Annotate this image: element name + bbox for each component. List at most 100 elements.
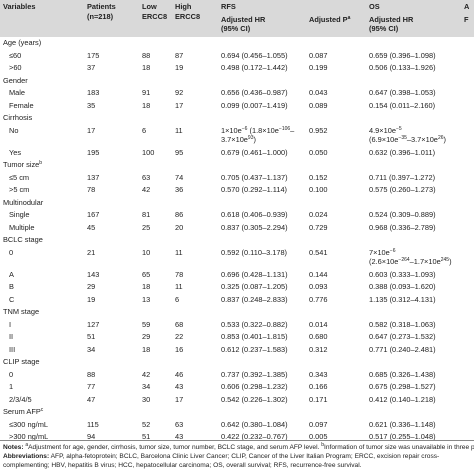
cell: 0.050 xyxy=(309,147,328,157)
cell: 143 xyxy=(87,269,100,279)
row-label: No xyxy=(9,125,19,135)
cell: 46 xyxy=(175,369,184,379)
cell xyxy=(461,293,474,305)
cell xyxy=(461,184,474,196)
text: CLIP stage xyxy=(3,357,40,367)
cell: 34 xyxy=(142,382,151,392)
text: BCLC stage xyxy=(3,235,43,245)
cell xyxy=(461,318,474,330)
row-label: 1 xyxy=(9,382,14,392)
superscript: b xyxy=(321,442,324,448)
cell: 17 xyxy=(175,100,184,110)
table-body: Age (years) ≤60 175 88 87 0.694 (0.456–1.055)… xyxy=(0,37,474,443)
cell: 52 xyxy=(142,419,151,429)
text: Adjusted P xyxy=(309,14,348,24)
row-label: Female xyxy=(9,100,34,110)
data-row: ≤5 cm 137 63 74 0.705 (0.437–1.137) 0.152 0.71… xyxy=(0,171,474,183)
text: Multinodular xyxy=(3,197,44,207)
cell: 20 xyxy=(175,222,184,232)
superscript: b xyxy=(39,160,43,167)
text: Gender xyxy=(3,75,28,85)
text: Adjustment for age, gender, cirrhosis, t… xyxy=(28,444,322,451)
line: ERCC8 xyxy=(142,11,168,21)
cell: 94 xyxy=(87,432,96,441)
data-row: Multiple 45 25 20 0.837 (0.305–2.294) 0.729 0.… xyxy=(0,221,474,233)
text: – xyxy=(290,125,295,135)
header-cell: Low ERCC8 xyxy=(139,0,172,37)
group-label: Serum AFPc xyxy=(0,406,474,418)
data-row: Male 183 91 92 0.656 (0.436–0.987) 0.043 0.647… xyxy=(0,87,474,99)
cell: 0.729 xyxy=(309,222,328,232)
cell: 68 xyxy=(175,319,184,329)
cell xyxy=(461,393,474,405)
cell: 0.005 xyxy=(309,432,328,441)
data-row: >300 ng/mL 94 51 43 0.422 (0.232–0.767) 0.005… xyxy=(0,431,474,443)
row-label: Single xyxy=(9,210,30,220)
cell: 0.144 xyxy=(309,269,328,279)
text: (1.8×10e xyxy=(247,125,279,135)
cell: 34 xyxy=(87,344,96,354)
cell: 30 xyxy=(142,394,151,404)
superscript: c xyxy=(40,407,44,414)
cell: 21 xyxy=(87,247,96,257)
cell: 87 xyxy=(175,50,184,60)
header-cell: F xyxy=(461,12,474,37)
superscript: −264 xyxy=(398,257,410,264)
cell: 0.711 (0.397–1.272) xyxy=(369,172,436,182)
group-row: Gender xyxy=(0,74,474,86)
cell: 11 xyxy=(175,282,183,292)
cell xyxy=(461,221,474,233)
cell: 81 xyxy=(142,210,151,220)
cell: 4.9×10e−5 (6.9×10e−35–3.7×10e26) xyxy=(366,124,461,146)
line: (2.6×10e−264–1.7×10e245) xyxy=(369,257,458,267)
cell: 47 xyxy=(87,394,96,404)
cell: 6 xyxy=(175,294,180,304)
cell: 0.647 (0.273–1.532) xyxy=(369,332,436,342)
cell xyxy=(461,246,474,268)
cell: 195 xyxy=(87,147,100,157)
cell: 35 xyxy=(87,100,96,110)
superscript: 245 xyxy=(440,257,450,264)
cell: 45 xyxy=(87,222,96,232)
cell: 0.575 (0.260–1.273) xyxy=(369,185,436,195)
text: Information of tumor size was unavailabl… xyxy=(324,444,474,451)
cell: 0.312 xyxy=(309,344,328,354)
header-cell: Variables xyxy=(0,0,84,37)
group-row: Tumor sizeb xyxy=(0,159,474,171)
text: –1.7×10e xyxy=(409,257,441,267)
superscript: −35 xyxy=(398,135,407,142)
cell: 86 xyxy=(175,210,184,220)
cell: 0.694 (0.456–1.055) xyxy=(221,50,288,60)
group-row: CLIP stage xyxy=(0,356,474,368)
cell: 43 xyxy=(175,432,184,441)
data-row: III 34 18 16 0.612 (0.237–1.583) 0.312 0.771 (… xyxy=(0,343,474,355)
cell: 0.696 (0.428–1.131) xyxy=(221,269,288,279)
group-label: Multinodular xyxy=(0,196,474,208)
cell: 0.087 xyxy=(309,50,328,60)
cell: 175 xyxy=(87,50,100,60)
text: Age (years) xyxy=(3,38,42,48)
group-row: TNM stage xyxy=(0,306,474,318)
cell: 183 xyxy=(87,88,100,98)
cell: 0.647 (0.398–1.053) xyxy=(369,88,436,98)
cell xyxy=(461,268,474,280)
cell: 17 xyxy=(175,394,184,404)
text: (2.6×10e xyxy=(369,257,399,267)
data-row: B 29 18 11 0.325 (0.087–1.205) 0.093 0.388 (0.… xyxy=(0,281,474,293)
cell: 1×10e−6 (1.8×10e−106– 3.7×10e93) xyxy=(218,124,306,146)
cell: 51 xyxy=(87,332,96,342)
group-label: TNM stage xyxy=(0,306,474,318)
cell: 127 xyxy=(87,319,100,329)
cell: 0.771 (0.240–2.481) xyxy=(369,344,436,354)
cell: 11 xyxy=(175,247,183,257)
cell: 88 xyxy=(87,369,96,379)
row-label: ≤300 ng/mL xyxy=(9,419,48,429)
abbreviations-label: Abbreviations: xyxy=(3,453,50,460)
group-label: Tumor sizeb xyxy=(0,159,474,171)
cell xyxy=(461,62,474,74)
cell: 78 xyxy=(87,185,96,195)
notes: Notes: aAdjustment for age, gender, cirr… xyxy=(0,440,474,472)
cell xyxy=(461,368,474,380)
line: Adjusted HR xyxy=(369,14,414,24)
text: 3.7×10e xyxy=(221,135,248,145)
